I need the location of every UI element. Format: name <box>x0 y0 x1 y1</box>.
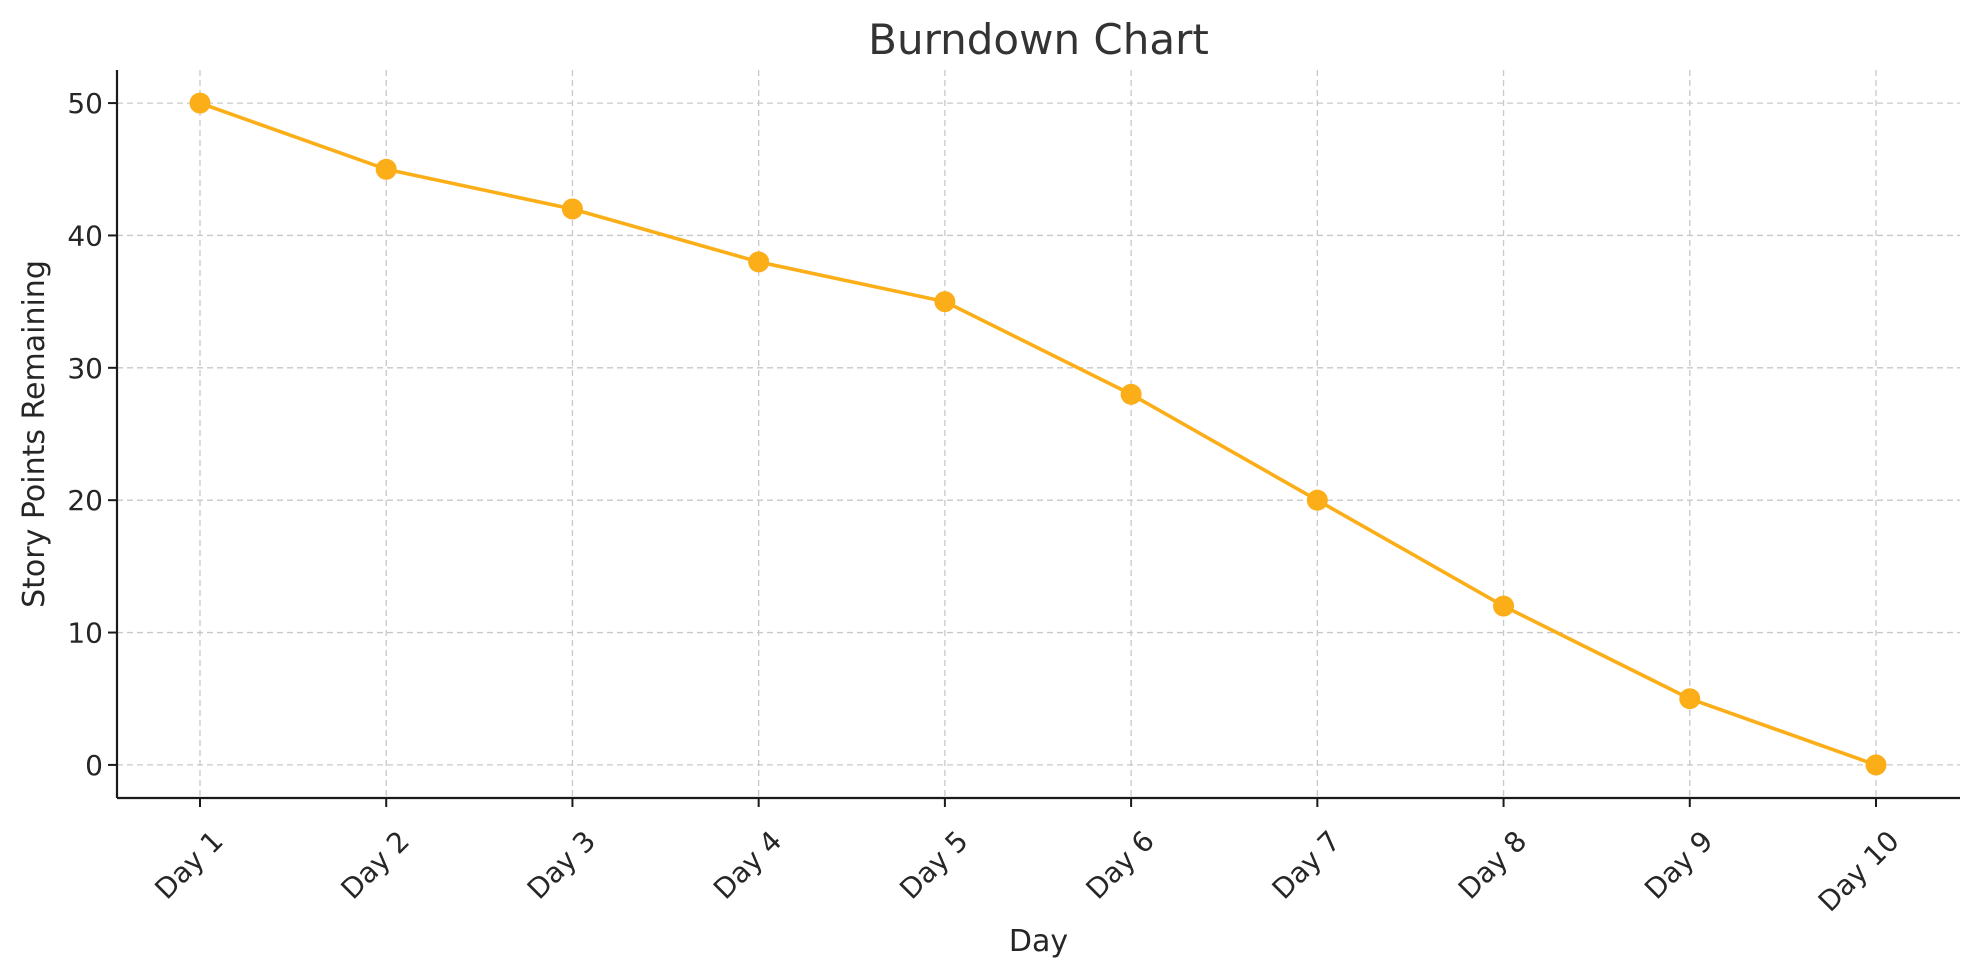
y-tick-label: 30 <box>67 352 103 385</box>
data-point <box>189 92 211 114</box>
x-tick-label: Day 10 <box>1812 824 1906 918</box>
ticks: Day 1 Day 2 Day 3 Day 4 Day 5 Day 6 Day 7 Day 8… <box>67 87 1905 918</box>
data-point <box>375 158 397 180</box>
grid <box>117 70 1960 798</box>
y-tick-label: 20 <box>67 484 103 517</box>
x-tick-label: Day 2 <box>335 824 416 905</box>
y-tick-label: 40 <box>67 219 103 252</box>
series-line <box>198 101 1878 767</box>
chart-title: Burndown Chart <box>868 15 1209 64</box>
series <box>189 92 1887 776</box>
data-point <box>1865 754 1887 776</box>
y-tick-label: 50 <box>67 87 103 120</box>
axes <box>115 70 1960 800</box>
data-point <box>1679 688 1701 710</box>
x-tick-label: Day 3 <box>521 824 602 905</box>
y-tick-label: 0 <box>85 749 103 782</box>
x-tick-label: Day 8 <box>1452 824 1533 905</box>
y-tick-label: 10 <box>67 617 103 650</box>
data-point <box>934 291 956 313</box>
x-tick-label: Day 6 <box>1079 824 1160 905</box>
data-point <box>1306 489 1328 511</box>
x-tick-label: Day 7 <box>1266 824 1347 905</box>
x-axis-title: Day <box>1009 924 1068 959</box>
x-tick-label: Day 4 <box>707 824 788 905</box>
data-point <box>748 251 770 273</box>
x-tick-label: Day 5 <box>893 824 974 905</box>
y-axis-title: Story Points Remaining <box>17 260 52 608</box>
x-tick-label: Day 9 <box>1638 824 1719 905</box>
data-point <box>561 198 583 220</box>
data-point <box>1493 595 1515 617</box>
x-tick-label: Day 1 <box>148 824 229 905</box>
data-point <box>1120 383 1142 405</box>
